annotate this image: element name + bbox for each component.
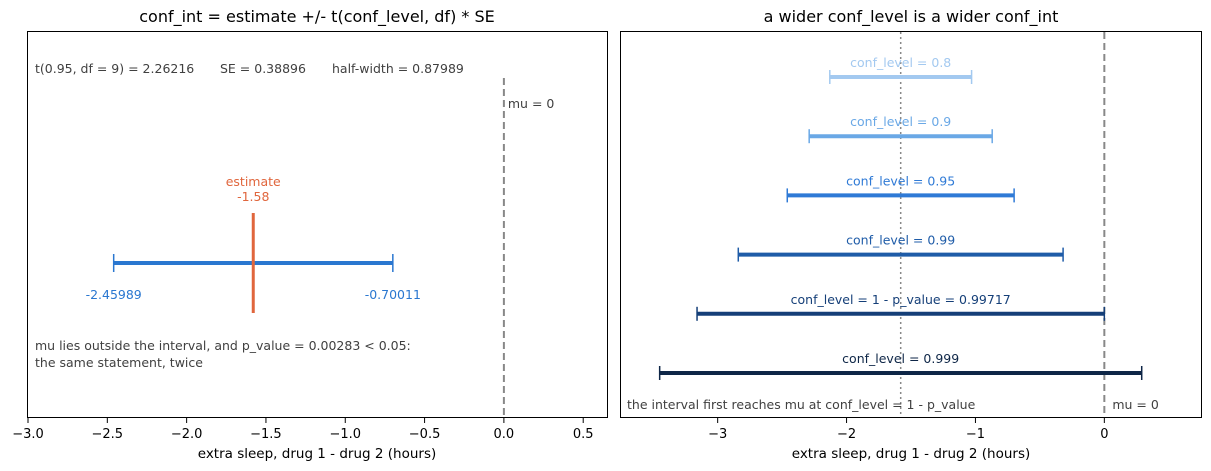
right-footer-note: the interval first reaches mu at conf_le…: [627, 397, 976, 412]
left-x-axis-ticks: −3.0 −2.5 −2.0 −1.5 −1.0 −0.5 0.0 0.5: [12, 418, 594, 442]
left-title: conf_int = estimate +/- t(conf_level, df…: [139, 7, 495, 27]
left-x-tick-label: −0.5: [409, 427, 441, 442]
left-x-tick-label: −1.5: [250, 427, 282, 442]
right-x-tick-label: −1: [966, 427, 985, 442]
right-interval-label: conf_level = 0.8: [850, 55, 951, 70]
right-interval-label: conf_level = 0.999: [842, 351, 959, 366]
right-x-axis-ticks: −3 −2 −1 0: [708, 418, 1108, 442]
left-note-line-2: the same statement, twice: [35, 355, 203, 370]
right-axes-frame: [620, 31, 1202, 418]
right-interval-label: conf_level = 0.95: [846, 173, 955, 188]
left-interval-low-label: -2.45989: [86, 287, 142, 302]
right-x-tick-label: −3: [708, 427, 727, 442]
right-x-tick-label: 0: [1100, 427, 1108, 442]
right-x-tick-label: −2: [837, 427, 856, 442]
left-axes-frame: [27, 31, 608, 418]
left-estimate-label: estimate: [226, 174, 281, 189]
right-x-axis-label: extra sleep, drug 1 - drug 2 (hours): [792, 446, 1031, 462]
left-mu-label: mu = 0: [508, 96, 555, 111]
right-interval-label: conf_level = 1 - p_value = 0.99717: [791, 292, 1011, 307]
right-interval-series: conf_level = 0.8 conf_level = 0.9 conf_lev…: [658, 55, 1143, 380]
left-panel: conf_int = estimate +/- t(conf_level, df…: [12, 7, 608, 462]
left-x-tick-label: −1.0: [329, 427, 361, 442]
right-interval-label: conf_level = 0.99: [846, 233, 955, 248]
left-note-line-1: mu lies outside the interval, and p_valu…: [35, 338, 411, 353]
right-mu-label: mu = 0: [1112, 397, 1159, 412]
right-interval-label: conf_level = 0.9: [850, 114, 951, 129]
left-x-tick-label: −2.5: [92, 427, 124, 442]
left-x-axis-label: extra sleep, drug 1 - drug 2 (hours): [198, 446, 437, 462]
t-stat-label: t(0.95, df = 9) = 2.26216: [35, 61, 194, 76]
right-panel: a wider conf_level is a wider conf_int c…: [620, 7, 1202, 462]
left-x-tick-label: 0.0: [494, 427, 515, 442]
right-title: a wider conf_level is a wider conf_int: [764, 7, 1059, 27]
left-estimate-value: -1.58: [237, 189, 269, 204]
left-x-tick-label: 0.5: [573, 427, 594, 442]
left-x-tick-label: −3.0: [12, 427, 44, 442]
left-x-tick-label: −2.0: [171, 427, 203, 442]
left-interval-high-label: -0.70011: [365, 287, 421, 302]
left-header-stats: t(0.95, df = 9) = 2.26216 SE = 0.38896 h…: [35, 61, 464, 76]
se-label: SE = 0.38896: [220, 61, 306, 76]
half-width-label: half-width = 0.87989: [332, 61, 464, 76]
